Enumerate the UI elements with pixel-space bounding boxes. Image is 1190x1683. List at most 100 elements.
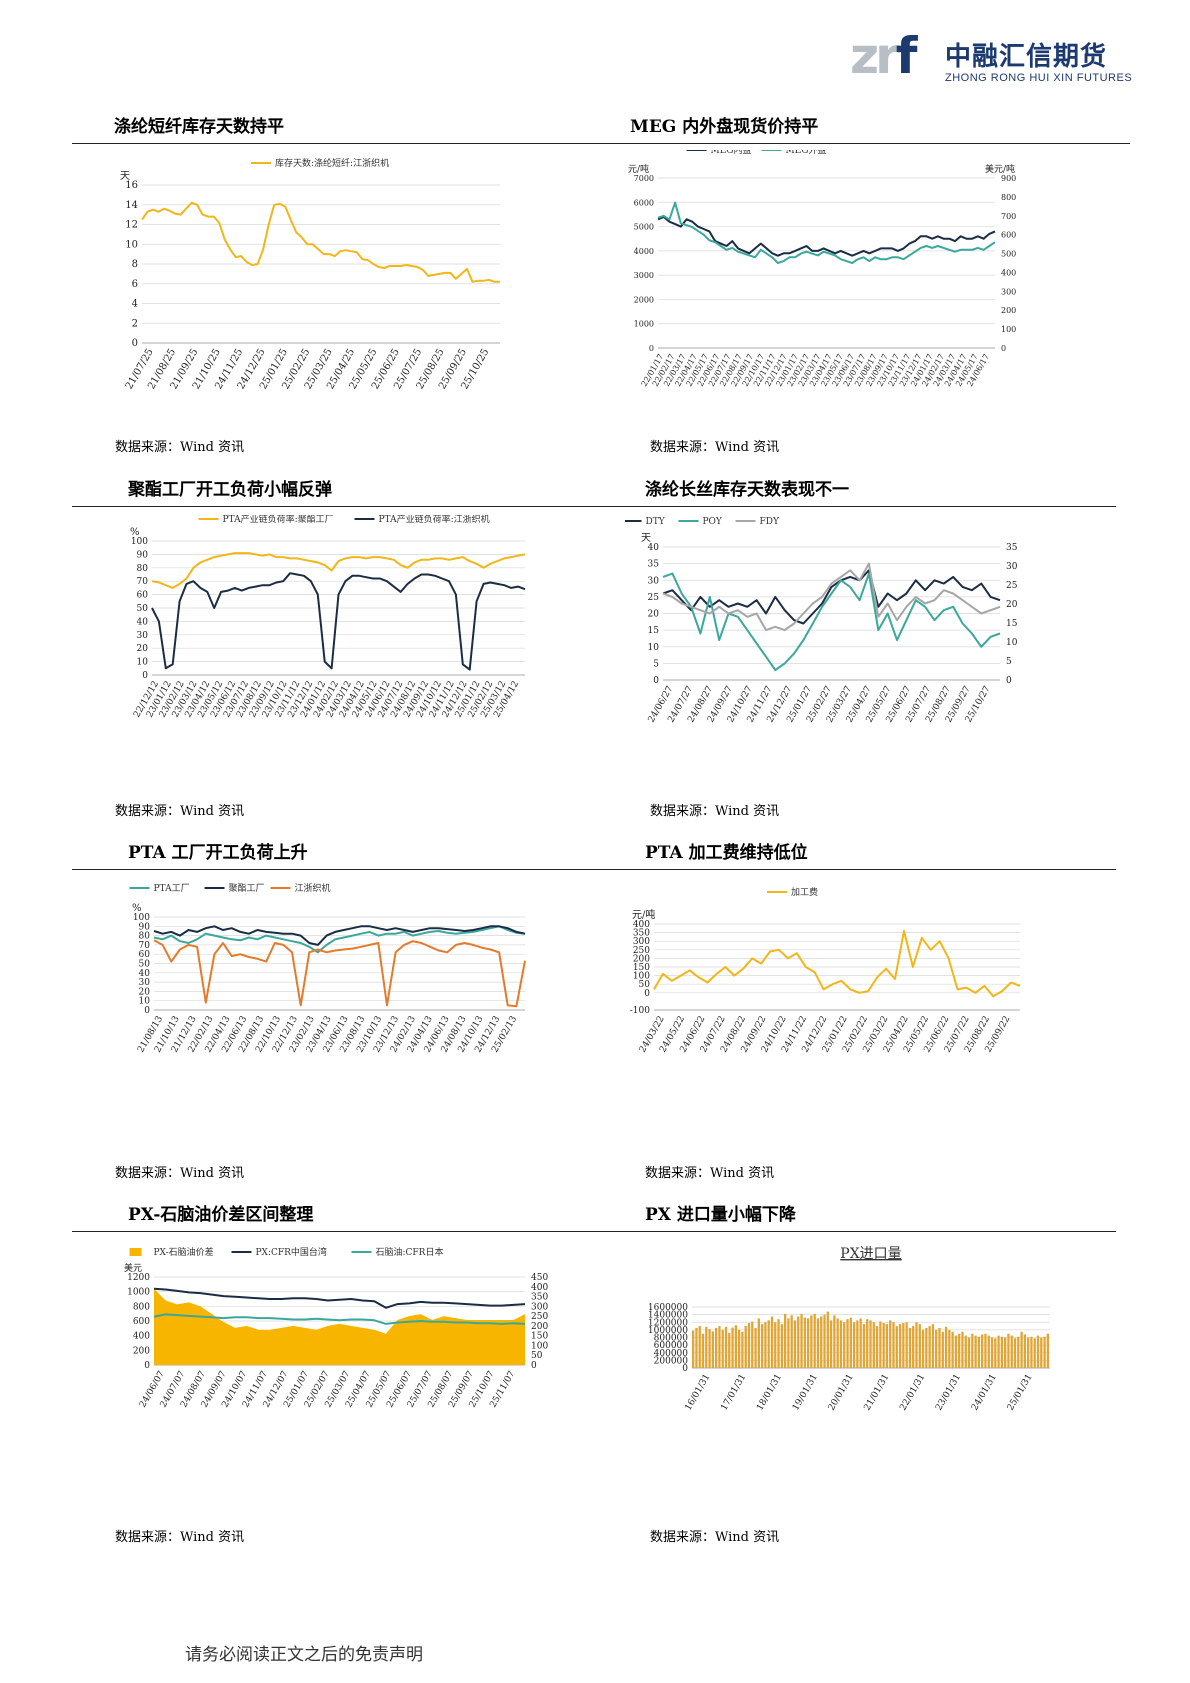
y-tick-label: 30 <box>648 576 660 586</box>
source-5: 数据来源：Wind 资讯 <box>115 1166 245 1181</box>
bar <box>1043 1336 1046 1368</box>
bar <box>948 1329 951 1368</box>
y-tick-label: 16 <box>125 180 138 191</box>
legend-label: PTA产业链负荷率:江浙织机 <box>379 515 490 525</box>
bar <box>915 1322 918 1368</box>
chart-px-imports: 0200000400000600000800000100000012000001… <box>648 1246 1050 1413</box>
y-tick-label: 2000 <box>634 295 654 304</box>
y2-tick-label: 25 <box>1006 581 1018 591</box>
bar <box>1046 1333 1050 1368</box>
y-tick-label: 1000 <box>634 320 654 329</box>
bar <box>764 1322 767 1368</box>
bar <box>711 1331 715 1368</box>
y-tick-label: 1200 <box>127 1273 150 1283</box>
bar <box>705 1326 708 1368</box>
x-tick-label: 18/01/31 <box>755 1373 784 1413</box>
y-tick-label: 0 <box>649 344 654 353</box>
x-tick-label: 22/01/31 <box>898 1373 927 1413</box>
y-tick-label: 200 <box>633 954 650 964</box>
bar <box>856 1320 859 1368</box>
series-line-1 <box>153 925 526 946</box>
bar <box>741 1331 744 1368</box>
bar <box>777 1319 780 1368</box>
y-tick-label: 4 <box>132 299 138 310</box>
bar <box>826 1311 829 1368</box>
series-line-1 <box>657 201 996 264</box>
bar <box>816 1318 820 1368</box>
y-tick-label: 4000 <box>634 247 654 256</box>
y-tick-label: 5 <box>653 659 659 669</box>
bar <box>1000 1336 1004 1368</box>
bar <box>839 1320 843 1368</box>
legend-label: 江浙织机 <box>295 882 331 894</box>
bar <box>921 1329 925 1368</box>
bar <box>760 1324 764 1368</box>
bar <box>935 1329 938 1368</box>
bar <box>701 1333 705 1368</box>
y-tick-label: 800000 <box>654 1334 689 1344</box>
y-tick-label: 60 <box>139 950 151 960</box>
bar <box>829 1320 833 1368</box>
legend-swatch <box>129 1248 142 1256</box>
bar <box>928 1326 931 1368</box>
y2-tick-label: 10 <box>1006 638 1018 648</box>
chart-px-naphtha-spread: 0200400600800100012000501001502002503003… <box>124 1246 548 1410</box>
y-tick-label: 35 <box>648 560 660 570</box>
bar <box>967 1337 971 1368</box>
y2-tick-label: 100 <box>531 1341 548 1351</box>
bar <box>912 1326 915 1368</box>
bar <box>692 1330 695 1368</box>
chart-meg-spot-price: 0 1000 2000 3000 4000 5000 6000 7000 0 100 200 300 4… <box>628 150 1016 388</box>
x-tick-label: 20/01/31 <box>827 1373 856 1413</box>
bar <box>1020 1331 1023 1368</box>
bar <box>774 1322 777 1368</box>
legend-label: PX:CFR中国台湾 <box>256 1246 327 1258</box>
legend-label: 库存天数:涤纶短纤:江浙织机 <box>275 157 389 169</box>
series-line-0 <box>153 925 526 954</box>
bar <box>695 1327 698 1368</box>
y-unit-label: % <box>132 903 142 914</box>
y-tick-label: 250 <box>633 946 650 956</box>
series-line-2 <box>153 939 526 1008</box>
y2-tick-label: 300 <box>1001 287 1016 296</box>
bar <box>938 1327 941 1368</box>
divider-row-2 <box>72 506 1116 507</box>
legend-label: POY <box>703 517 723 527</box>
source-6: 数据来源：Wind 资讯 <box>645 1166 775 1181</box>
source-2: 数据来源：Wind 资讯 <box>650 440 780 455</box>
y-tick-label: 100 <box>133 913 150 923</box>
y-tick-label: 150 <box>633 963 650 973</box>
y-tick-label: 7000 <box>634 174 654 183</box>
y2-tick-label: 400 <box>1001 268 1016 277</box>
bar <box>846 1319 849 1368</box>
bar <box>1023 1334 1027 1368</box>
bar <box>1040 1337 1043 1368</box>
y2-tick-label: 20 <box>1006 600 1018 610</box>
legend-label: MEG内盘 <box>711 150 752 156</box>
brand-name-cn: 中融汇信期货 <box>945 42 1108 72</box>
series-line-1 <box>151 572 526 671</box>
y-tick-label: 5000 <box>634 223 654 232</box>
chart-short-fiber-inventory: 0246810121416天21/07/2521/08/2521/09/2521… <box>120 157 500 391</box>
bar <box>714 1327 718 1368</box>
bar <box>879 1321 882 1368</box>
y-tick-label: 1600000 <box>648 1303 688 1313</box>
panel-title-6: PTA 加工费维持低位 <box>645 843 808 863</box>
y-tick-label: 40 <box>139 969 151 979</box>
bar <box>889 1320 892 1368</box>
x-tick-label: 24/01/31 <box>970 1373 999 1413</box>
bar <box>734 1325 737 1368</box>
y2-tick-label: 0 <box>531 1361 537 1371</box>
source-8: 数据来源：Wind 资讯 <box>650 1530 780 1545</box>
panel-title-7: PX-石脑油价差区间整理 <box>128 1205 314 1225</box>
bar <box>737 1329 741 1368</box>
legend-label: PTA产业链负荷率:聚酯工厂 <box>223 515 334 525</box>
bar <box>820 1316 823 1368</box>
bar <box>810 1315 813 1368</box>
y-tick-label: 800 <box>133 1302 150 1312</box>
bar <box>833 1315 836 1368</box>
bar <box>770 1316 774 1368</box>
y-tick-label: 1400000 <box>648 1311 688 1321</box>
y2-tick-label: 800 <box>1001 193 1016 202</box>
y2-tick-label: 700 <box>1001 212 1016 221</box>
